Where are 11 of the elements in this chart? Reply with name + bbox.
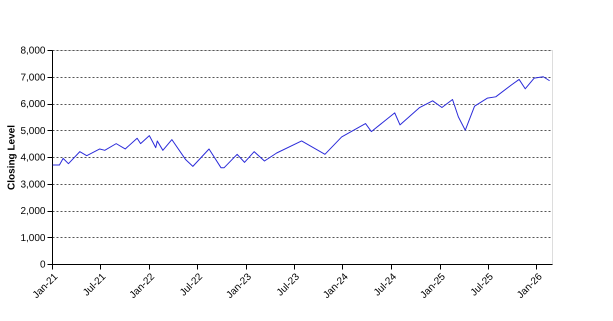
y-tick-label: 7,000 <box>20 72 46 84</box>
y-tick-label: 0 <box>40 260 46 270</box>
y-tick-label: 4,000 <box>20 152 46 164</box>
y-tick-label: 8,000 <box>20 46 46 56</box>
y-tick-label: 6,000 <box>20 99 46 110</box>
y-tick-label: 1,000 <box>20 232 46 244</box>
line-series <box>52 76 550 168</box>
y-tick-label: 3,000 <box>20 179 46 190</box>
y-tick-label: 5,000 <box>20 126 46 137</box>
y-axis-title: Closing Level <box>6 124 18 190</box>
y-tick-label: 2,000 <box>20 206 46 217</box>
